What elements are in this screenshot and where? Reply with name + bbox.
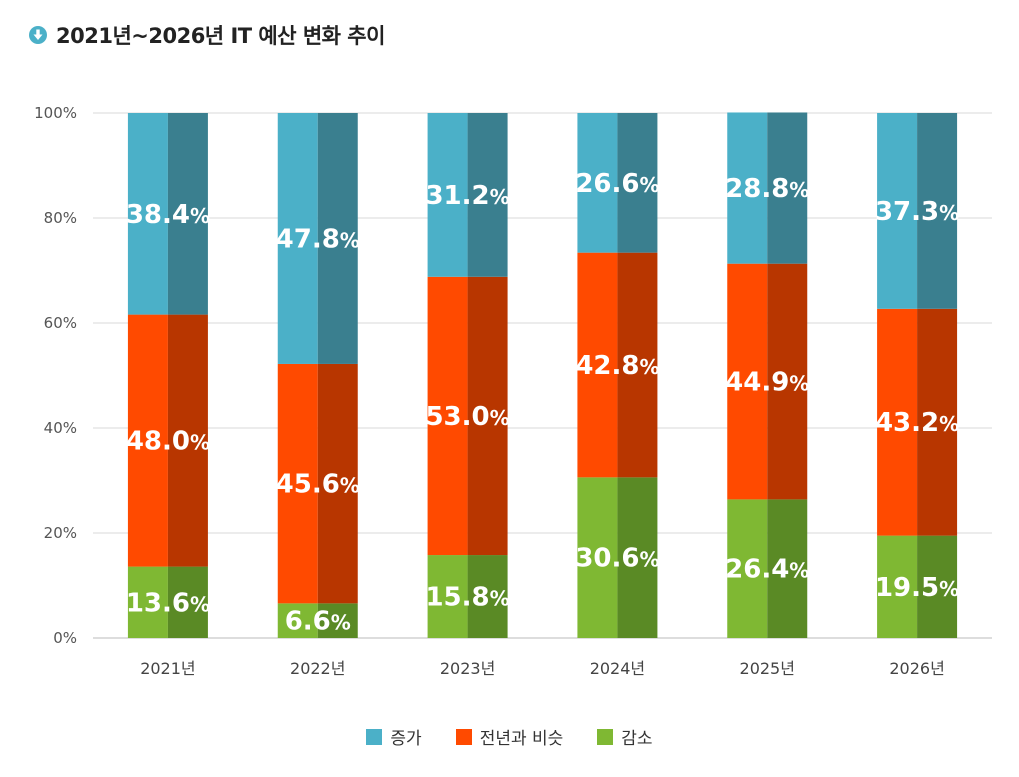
data-label: 43.2% — [875, 408, 959, 438]
bar-segment — [877, 308, 918, 536]
bar-segment-shade — [317, 363, 358, 604]
legend-label: 감소 — [621, 729, 653, 749]
data-label: 19.5% — [875, 573, 959, 603]
data-label: 38.4% — [126, 200, 210, 230]
bar-segment — [127, 113, 168, 315]
legend-item: 감소 — [597, 724, 653, 749]
legend-swatch — [455, 728, 472, 745]
bar-segment — [577, 477, 618, 638]
bar-segment — [877, 535, 918, 638]
bar-segment — [727, 499, 768, 638]
y-tick-label: 60% — [44, 314, 77, 332]
data-label: 6.6% — [285, 607, 351, 637]
y-tick-label: 100% — [34, 104, 77, 122]
legend-swatch — [597, 728, 614, 745]
data-label: 37.3% — [875, 197, 959, 227]
data-label: 13.6% — [126, 588, 210, 618]
legend-label: 증가 — [390, 729, 422, 749]
bar-segment — [727, 112, 768, 264]
bar-segment-shade — [767, 112, 808, 264]
bar-segment — [727, 263, 768, 500]
bar-segment-shade — [917, 308, 958, 536]
bar-segment-shade — [167, 113, 208, 315]
bar-segment-shade — [167, 314, 208, 567]
bar-segment-shade — [467, 555, 508, 638]
bar-segment — [127, 566, 168, 638]
data-label: 30.6% — [575, 544, 659, 574]
bar-segment — [427, 276, 468, 556]
x-tick-label: 2022년 — [290, 659, 345, 678]
bar-segment-shade — [917, 113, 958, 309]
bar-segment — [277, 603, 318, 638]
bar-segment-shade — [617, 477, 658, 638]
x-tick-label: 2026년 — [889, 659, 944, 678]
bar-segment-shade — [317, 603, 358, 638]
bar-segment — [277, 113, 318, 364]
bar-segment — [877, 113, 918, 309]
x-tick-label: 2023년 — [440, 659, 495, 678]
bar-segment — [427, 113, 468, 277]
legend-item: 증가 — [366, 724, 422, 749]
x-tick-label: 2025년 — [740, 659, 795, 678]
bar-segment — [277, 363, 318, 604]
bar-segment-shade — [467, 276, 508, 556]
y-tick-label: 0% — [53, 629, 77, 647]
data-label: 26.4% — [725, 555, 809, 585]
chart-legend: 증가 전년과 비슷 감소 — [0, 724, 1019, 749]
legend-item: 전년과 비슷 — [455, 724, 564, 749]
bar-segment-shade — [617, 113, 658, 253]
data-label: 28.8% — [725, 174, 809, 204]
bar-segment — [577, 113, 618, 253]
chart-title-area: 2021년~2026년 IT 예산 변화 추이 — [28, 20, 385, 50]
data-label: 42.8% — [575, 351, 659, 381]
bar-segment — [127, 314, 168, 567]
stacked-bar-chart: 0% 20% 40% 60% 80% 100% 13.6% 48.0% 38.4% 2021년 6.… — [34, 104, 992, 678]
data-label: 31.2% — [425, 181, 509, 211]
bar-segment-shade — [317, 113, 358, 364]
data-label: 44.9% — [725, 368, 809, 398]
y-tick-label: 80% — [44, 209, 77, 227]
y-tick-label: 20% — [44, 524, 77, 542]
data-label: 47.8% — [276, 224, 360, 254]
legend-label: 전년과 비슷 — [479, 729, 564, 749]
data-label: 48.0% — [126, 427, 210, 457]
bar-segment-shade — [917, 535, 958, 638]
bar-segment-shade — [617, 252, 658, 478]
bar-segment-shade — [767, 499, 808, 638]
download-circle-icon — [29, 26, 47, 44]
bar-segment — [577, 252, 618, 478]
x-tick-label: 2021년 — [140, 659, 195, 678]
chart-title: 2021년~2026년 IT 예산 변화 추이 — [56, 24, 385, 48]
bar-segment — [427, 555, 468, 638]
data-label: 15.8% — [425, 583, 509, 613]
bar-segment-shade — [767, 263, 808, 500]
data-label: 45.6% — [276, 470, 360, 500]
legend-swatch — [366, 728, 383, 745]
x-tick-label: 2024년 — [590, 659, 645, 678]
bar-segment-shade — [167, 566, 208, 638]
y-tick-label: 40% — [44, 419, 77, 437]
data-label: 26.6% — [575, 169, 659, 199]
data-label: 53.0% — [425, 402, 509, 432]
bar-segment-shade — [467, 113, 508, 277]
